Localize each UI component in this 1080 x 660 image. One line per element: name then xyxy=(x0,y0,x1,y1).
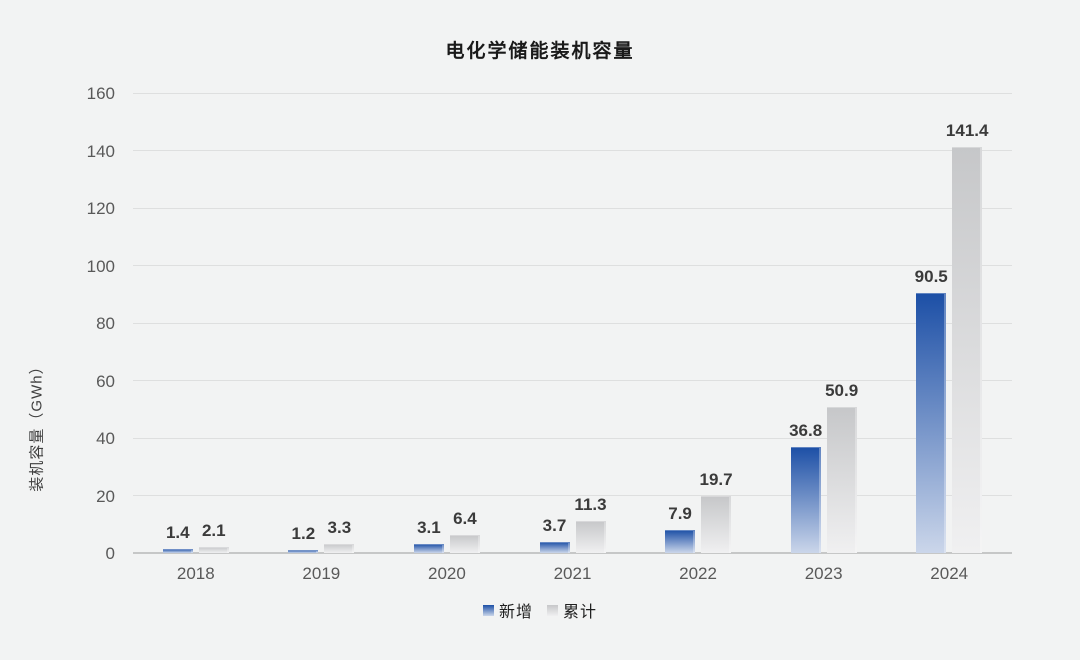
plot-area: 0 20 40 60 80 100 120 140 160 1.4 2.1 2018 1.2 3.3 201… xyxy=(87,85,1012,582)
gridline xyxy=(133,150,1012,151)
bar-new-2022 xyxy=(665,530,696,553)
y-tick-label: 60 xyxy=(96,371,115,391)
bar-cumulative-2020 xyxy=(449,534,480,553)
bar-value-label-cumulative-2020: 6.4 xyxy=(453,508,477,528)
bar-new-2023 xyxy=(790,447,821,553)
gridline xyxy=(133,322,1012,324)
bar-value-label-new-2023: 36.8 xyxy=(789,421,823,441)
bar-new-2020 xyxy=(413,544,444,553)
legend-item-cumulative: 累计 xyxy=(547,598,597,622)
y-tick-label: 160 xyxy=(86,84,115,103)
bar-cumulative-2018 xyxy=(198,547,229,553)
gridline xyxy=(133,92,1012,94)
bar-cumulative-2024 xyxy=(952,146,983,553)
bar-value-label-new-2024: 90.5 xyxy=(914,266,948,286)
y-tick-label: 80 xyxy=(96,314,115,333)
y-tick-label: 120 xyxy=(86,199,115,218)
gridline xyxy=(133,207,1012,209)
legend: 新增 累计 xyxy=(0,598,1080,622)
bar-new-2018 xyxy=(162,549,193,553)
bar-value-label-new-2020: 3.1 xyxy=(417,518,441,538)
bar-cumulative-2023 xyxy=(826,406,857,553)
bar-new-2021 xyxy=(539,542,570,553)
x-tick-label-2019: 2019 xyxy=(302,564,341,583)
x-tick-label-2024: 2024 xyxy=(930,564,969,583)
x-tick-label-2018: 2018 xyxy=(176,564,215,583)
bar-cumulative-2019 xyxy=(324,543,355,553)
bar-value-label-new-2018: 1.4 xyxy=(165,523,190,542)
y-tick-label: 20 xyxy=(96,486,115,506)
chart-title: 电化学储能装机容量 xyxy=(445,41,635,62)
legend-swatch-new-icon xyxy=(482,604,494,616)
bar-value-label-cumulative-2019: 3.3 xyxy=(327,517,352,537)
x-tick-label-2022: 2022 xyxy=(679,564,717,583)
x-tick-label-2020: 2020 xyxy=(428,564,466,583)
y-tick-label: 0 xyxy=(105,544,115,563)
gridline xyxy=(133,265,1012,266)
bar-new-2024 xyxy=(916,292,947,553)
y-tick-label: 140 xyxy=(86,141,115,161)
bar-cumulative-2021 xyxy=(575,520,606,553)
bar-value-label-cumulative-2021: 11.3 xyxy=(574,494,607,514)
gridline xyxy=(133,437,1012,439)
bar-value-label-new-2021: 3.7 xyxy=(542,516,567,536)
x-axis-line xyxy=(133,552,1012,554)
y-tick-label: 100 xyxy=(86,256,115,276)
gridline xyxy=(133,495,1012,496)
bar-value-label-cumulative-2018: 2.1 xyxy=(201,521,226,540)
y-tick-label: 40 xyxy=(96,429,115,448)
legend-item-new: 新增 xyxy=(482,598,533,622)
bar-new-2019 xyxy=(288,549,319,553)
bar-value-label-new-2022: 7.9 xyxy=(668,504,692,524)
x-tick-label-2023: 2023 xyxy=(804,564,843,583)
legend-label-cumulative: 累计 xyxy=(563,604,598,621)
bar-value-label-cumulative-2024: 141.4 xyxy=(945,120,989,140)
bar-value-label-new-2019: 1.2 xyxy=(291,523,316,543)
bar-value-label-cumulative-2022: 19.7 xyxy=(699,470,733,490)
gridline xyxy=(133,380,1012,381)
bar-value-label-cumulative-2023: 50.9 xyxy=(825,380,859,400)
legend-label-new: 新增 xyxy=(498,604,533,621)
legend-swatch-cumulative-icon xyxy=(547,604,558,616)
x-tick-label-2021: 2021 xyxy=(553,564,592,583)
bar-cumulative-2022 xyxy=(701,496,732,553)
